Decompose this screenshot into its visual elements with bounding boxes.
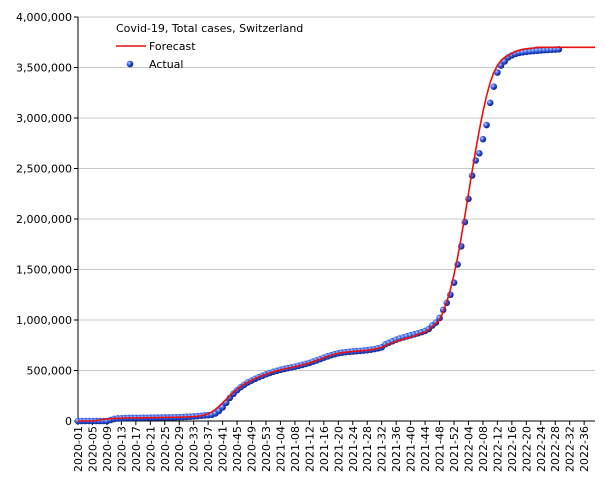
x-tick-label: 2022-32 <box>564 426 577 472</box>
data-point <box>494 69 501 76</box>
x-tick-label: 2021-40 <box>405 426 418 472</box>
x-tick-label: 2022-20 <box>520 426 533 472</box>
y-tick-label: 1,500,000 <box>16 264 72 277</box>
y-tick-label: 0 <box>65 415 72 428</box>
x-tick-label: 2022-16 <box>506 426 519 472</box>
x-tick-label: 2020-25 <box>159 426 172 472</box>
x-tick-label: 2021-08 <box>289 426 302 472</box>
data-point <box>486 99 494 107</box>
x-tick-label: 2021-32 <box>376 426 389 472</box>
x-tick-label: 2020-13 <box>115 426 128 472</box>
x-tick-label: 2020-21 <box>144 426 157 472</box>
x-tick-label: 2020-41 <box>217 426 230 472</box>
y-tick-label: 500,000 <box>27 365 73 378</box>
y-tick-label: 1,000,000 <box>16 314 72 327</box>
x-tick-label: 2021-36 <box>390 426 403 472</box>
x-tick-label: 2022-08 <box>477 426 490 472</box>
data-point <box>479 135 487 143</box>
data-point <box>219 404 226 411</box>
y-tick-label: 2,000,000 <box>16 213 72 226</box>
legend-label: Forecast <box>149 40 196 53</box>
x-tick-label: 2021-52 <box>448 426 461 472</box>
x-tick-label: 2021-12 <box>303 426 316 472</box>
y-tick-label: 2,500,000 <box>16 163 72 176</box>
x-tick-label: 2021-04 <box>274 426 287 472</box>
line-series <box>78 46 595 422</box>
x-tick-label: 2020-29 <box>173 426 186 472</box>
x-tick-label: 2020-09 <box>101 426 114 472</box>
x-tick-label: 2020-05 <box>86 426 99 472</box>
y-tick-label: 4,000,000 <box>16 11 72 24</box>
x-tick-label: 2021-20 <box>332 426 345 472</box>
x-tick-label: 2022-36 <box>578 426 591 472</box>
y-tick-label: 3,500,000 <box>16 62 72 75</box>
x-tick-label: 2022-28 <box>549 426 562 472</box>
x-tick-label: 2020-37 <box>202 426 215 472</box>
x-tick-label: 2020-17 <box>130 426 143 472</box>
x-tick-label: 2020-53 <box>260 426 273 472</box>
legend-symbol <box>126 60 134 68</box>
data-point <box>490 83 498 90</box>
x-tick-label: 2021-28 <box>361 426 374 472</box>
x-tick-label: 2020-01 <box>72 426 85 472</box>
x-tick-label: 2020-49 <box>246 426 259 472</box>
legend-label: Actual <box>149 58 183 71</box>
x-tick-label: 2022-12 <box>491 426 504 472</box>
x-tick-label: 2021-16 <box>318 426 331 472</box>
x-tick-label: 2021-48 <box>434 426 447 472</box>
x-tick-label: 2021-44 <box>419 426 432 472</box>
data-point <box>483 121 490 129</box>
x-tick-label: 2022-24 <box>535 426 548 472</box>
y-tick-label: 3,000,000 <box>16 112 72 125</box>
x-tick-label: 2022-04 <box>462 426 475 472</box>
legend-title: Covid-19, Total cases, Switzerland <box>116 22 303 35</box>
x-tick-label: 2020-45 <box>231 426 244 472</box>
data-point <box>476 150 483 157</box>
x-tick-label: 2021-24 <box>347 426 360 472</box>
x-tick-label: 2020-33 <box>188 426 201 472</box>
